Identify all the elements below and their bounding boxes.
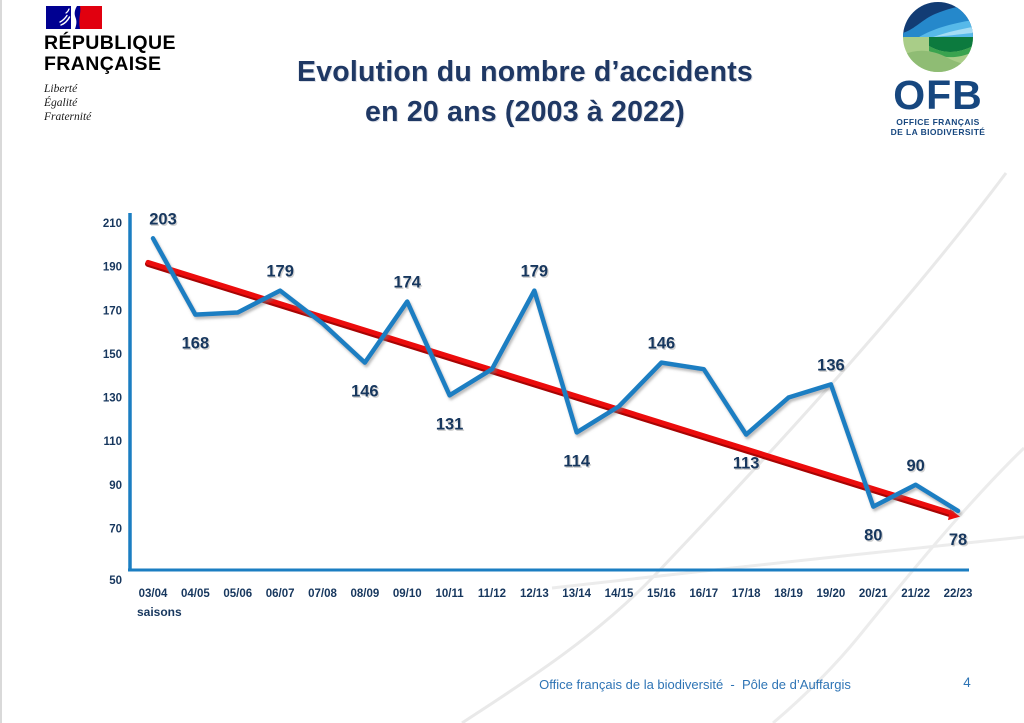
value-label: 168 bbox=[182, 335, 210, 353]
slide-title-line1: Evolution du nombre d’accidents bbox=[297, 56, 753, 88]
ofb-globe-icon bbox=[903, 2, 973, 72]
ytick-label: 90 bbox=[109, 480, 122, 492]
ytick-label: 210 bbox=[103, 218, 122, 230]
season-label: 21/22 bbox=[901, 588, 930, 600]
slide-title: Evolution du nombre d’accidents en 20 an… bbox=[225, 52, 825, 132]
ytick-label: 170 bbox=[103, 305, 122, 317]
data-series-line bbox=[150, 236, 961, 514]
season-label: 20/21 bbox=[859, 588, 888, 600]
season-label: 06/07 bbox=[266, 588, 295, 600]
season-label: 03/04 bbox=[139, 588, 168, 600]
ofb-subtitle-line1: OFFICE FRANÇAIS bbox=[896, 117, 980, 127]
republique-text: RÉPUBLIQUE bbox=[44, 32, 176, 54]
season-label: 19/20 bbox=[817, 588, 846, 600]
season-label: 18/19 bbox=[774, 588, 803, 600]
ytick-label: 70 bbox=[109, 523, 122, 535]
value-label: 114 bbox=[563, 452, 590, 470]
trend-arrowhead bbox=[948, 509, 961, 521]
value-label: 146 bbox=[648, 335, 676, 353]
season-label: 07/08 bbox=[308, 588, 337, 600]
season-label: 12/13 bbox=[520, 588, 549, 600]
season-label: 08/09 bbox=[350, 588, 379, 600]
value-label: 174 bbox=[393, 274, 421, 292]
value-label: 113 bbox=[733, 455, 760, 473]
ytick-label: 130 bbox=[103, 393, 122, 405]
page-number: 4 bbox=[963, 675, 971, 690]
value-label: 78 bbox=[949, 531, 967, 549]
season-label: 04/05 bbox=[181, 588, 210, 600]
value-label: 131 bbox=[436, 415, 464, 433]
french-flag-marianne-icon bbox=[46, 6, 102, 29]
ofb-subtitle-line2: DE LA BIODIVERSITÉ bbox=[890, 127, 986, 137]
value-label: 179 bbox=[521, 263, 549, 281]
motto-fraternite: Fraternité bbox=[44, 111, 92, 123]
motto-liberte: Liberté bbox=[44, 83, 78, 95]
season-label: 22/23 bbox=[944, 588, 973, 600]
value-label: 203 bbox=[149, 210, 177, 228]
value-label: 146 bbox=[351, 383, 379, 401]
ytick-label: 110 bbox=[103, 436, 122, 448]
trend-line bbox=[145, 259, 955, 516]
ytick-label: 50 bbox=[109, 575, 122, 587]
left-edge-border bbox=[0, 0, 2, 723]
ofb-acronym-text: OFB bbox=[893, 72, 983, 118]
slide-title-line2: en 20 ans (2003 à 2022) bbox=[365, 96, 685, 128]
ytick-label: 190 bbox=[103, 262, 122, 274]
francaise-text: FRANÇAISE bbox=[44, 53, 162, 75]
x-axis-title: saisons bbox=[137, 605, 182, 619]
ofb-logo: OFB OFFICE FRANÇAIS DE LA BIODIVERSITÉ bbox=[883, 2, 993, 137]
season-label: 14/15 bbox=[605, 588, 634, 600]
value-label: 80 bbox=[864, 527, 882, 545]
season-label: 13/14 bbox=[562, 588, 591, 600]
season-label: 05/06 bbox=[223, 588, 252, 600]
season-label: 10/11 bbox=[436, 588, 465, 600]
motto-egalite: Égalité bbox=[44, 97, 78, 109]
season-label: 16/17 bbox=[689, 588, 718, 600]
season-label: 11/12 bbox=[478, 588, 506, 600]
footer-credit: Office français de la biodiversité - Pôl… bbox=[539, 677, 851, 692]
season-label: 17/18 bbox=[732, 588, 761, 600]
value-label: 179 bbox=[266, 263, 294, 281]
ytick-label: 150 bbox=[103, 349, 122, 361]
value-label: 136 bbox=[817, 356, 845, 374]
value-label: 90 bbox=[906, 457, 924, 475]
republique-francaise-logo: RÉPUBLIQUE FRANÇAISE Liberté Égalité Fra… bbox=[44, 6, 214, 124]
season-label: 09/10 bbox=[393, 588, 422, 600]
season-label: 15/16 bbox=[647, 588, 676, 600]
